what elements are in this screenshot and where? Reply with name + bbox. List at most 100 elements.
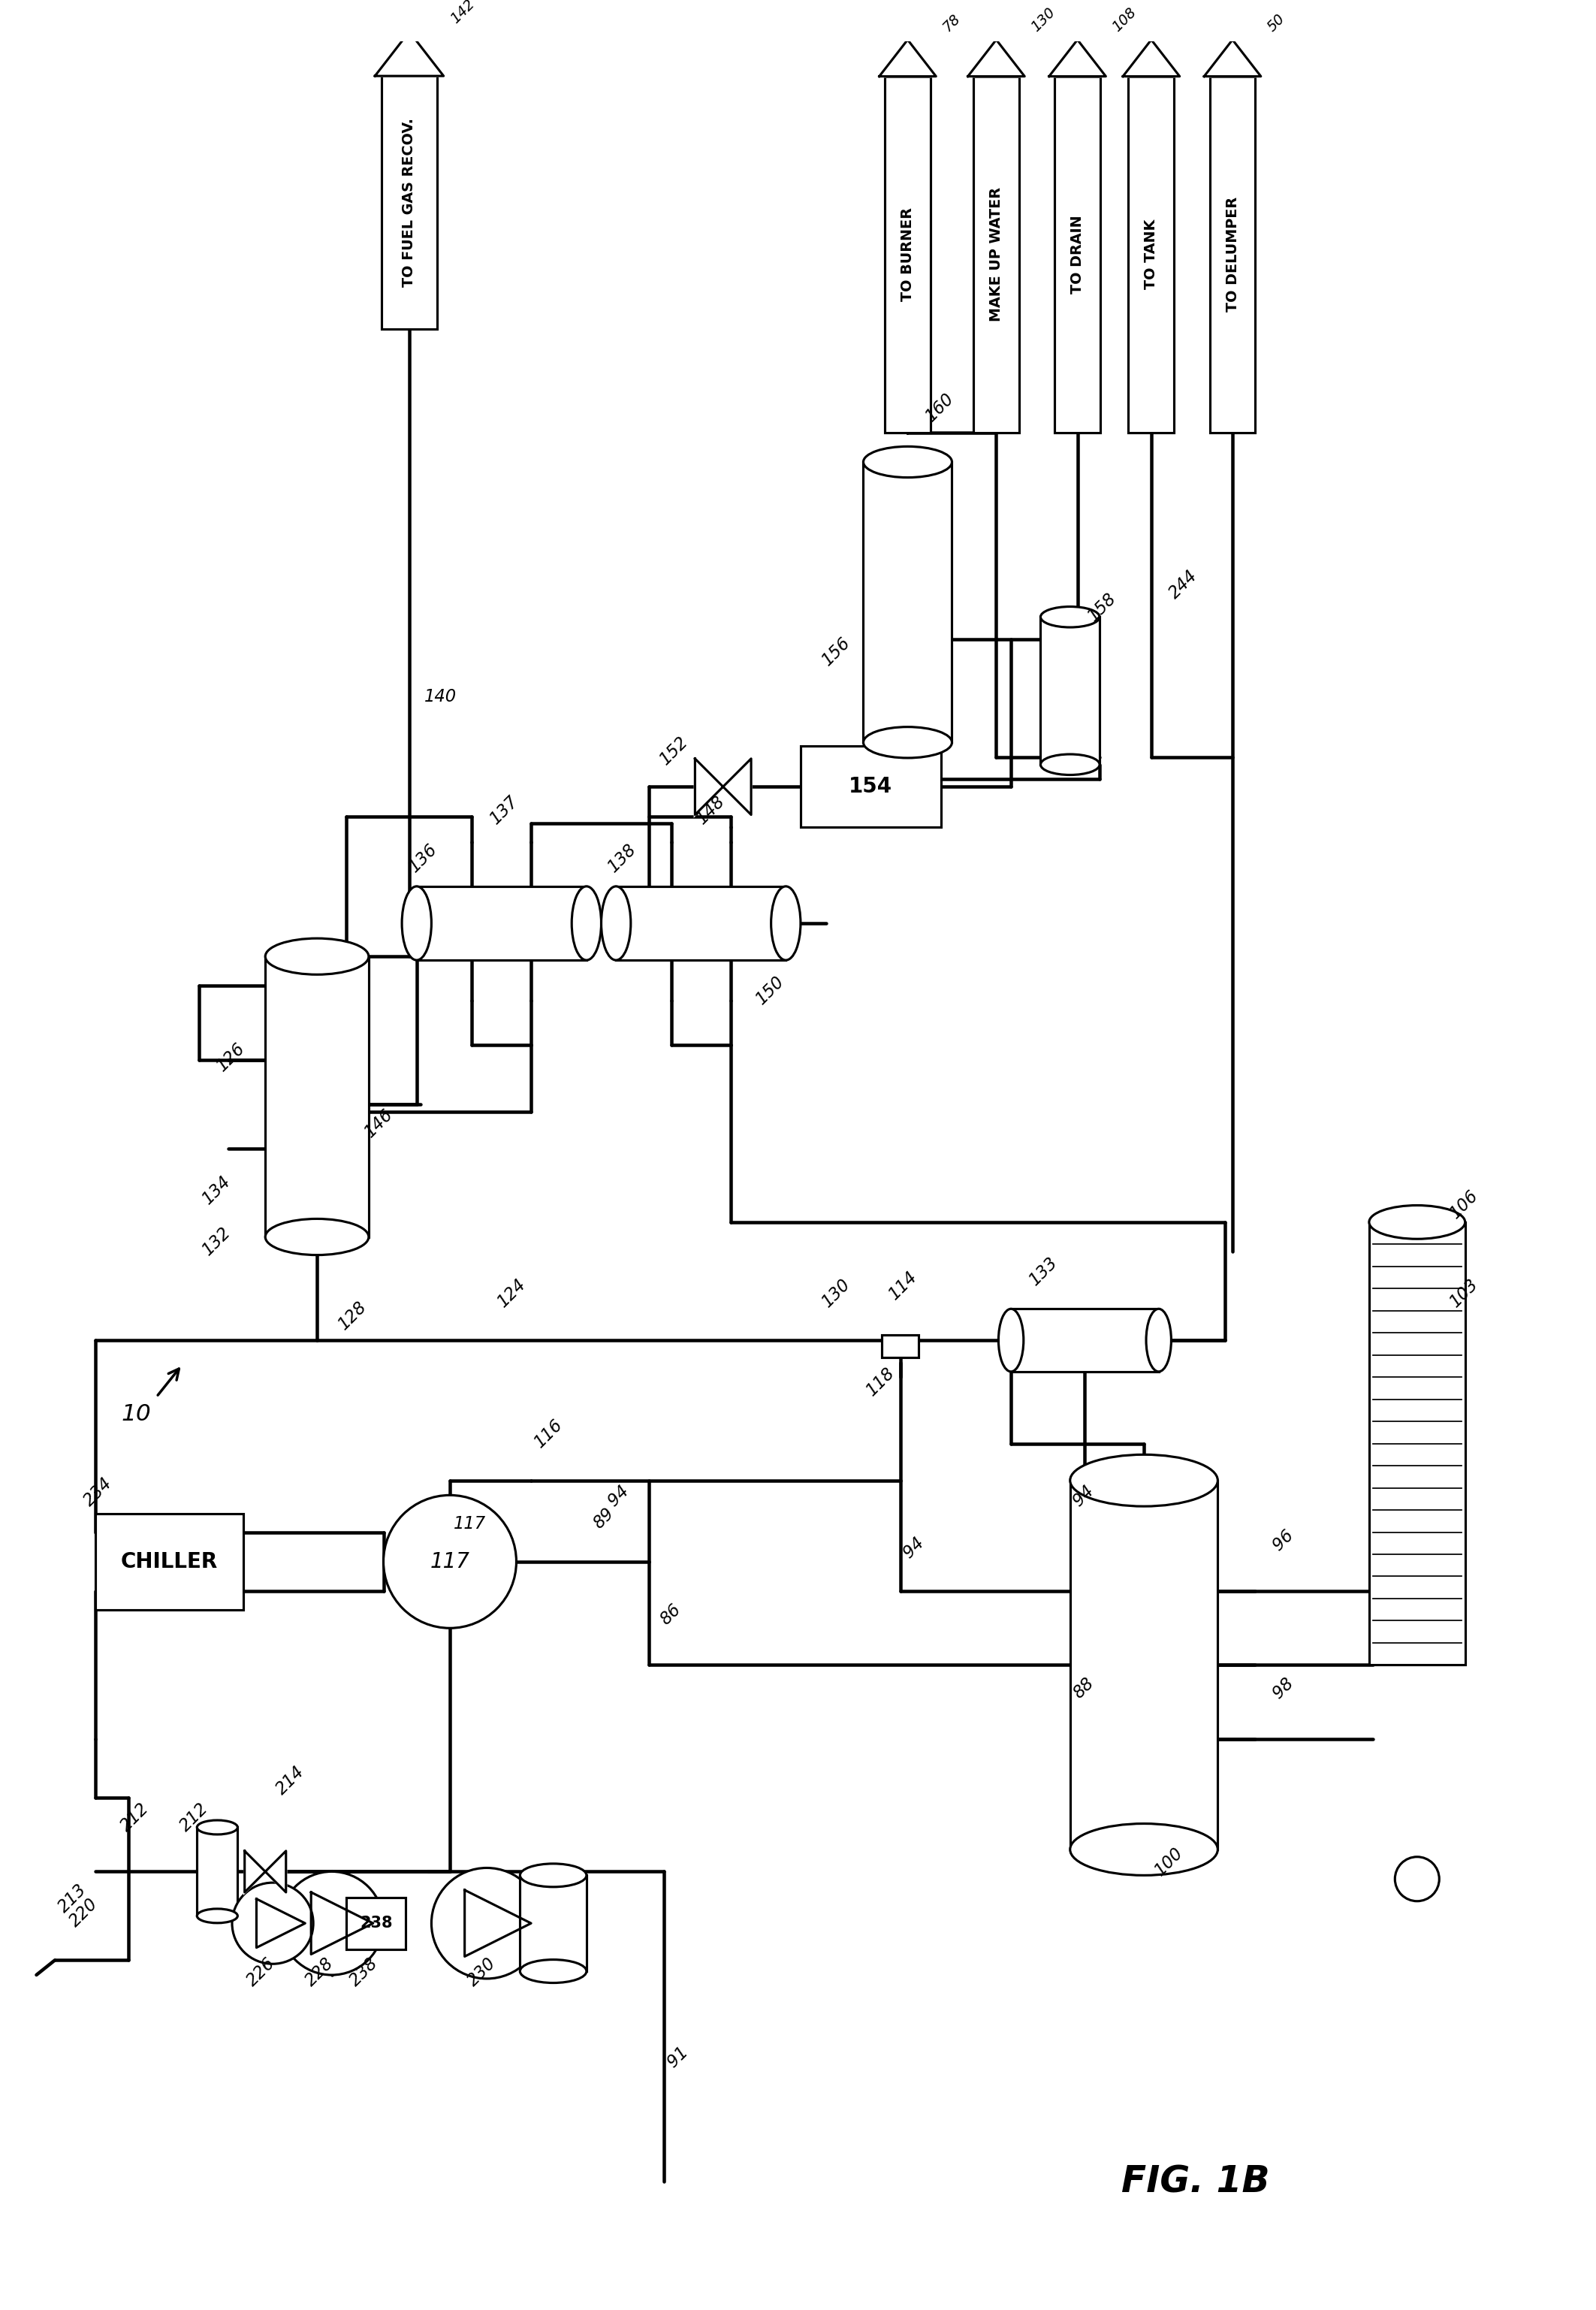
Bar	[1055, 76, 1100, 432]
Ellipse shape	[1069, 1455, 1218, 1506]
Text: 230: 230	[464, 1954, 500, 1989]
Bar	[1010, 1310, 1159, 1372]
Bar	[1041, 617, 1100, 765]
Ellipse shape	[520, 1864, 586, 1887]
Ellipse shape	[863, 728, 951, 758]
Text: 133: 133	[1026, 1254, 1061, 1289]
Bar	[520, 1876, 586, 1970]
Polygon shape	[694, 758, 752, 815]
Text: 130: 130	[819, 1275, 854, 1310]
Text: 238: 238	[359, 1915, 393, 1931]
Ellipse shape	[602, 887, 630, 961]
Text: 88: 88	[1069, 1675, 1098, 1702]
Text: 116: 116	[531, 1416, 567, 1451]
Text: 158: 158	[1085, 589, 1120, 624]
Bar	[196, 1827, 238, 1915]
Text: FIG. 1B: FIG. 1B	[1122, 2164, 1270, 2199]
Bar	[1369, 1222, 1465, 1666]
Text: 226: 226	[243, 1954, 278, 1989]
Text: 137: 137	[487, 792, 522, 827]
Text: TO BURNER: TO BURNER	[900, 208, 915, 300]
Text: TO DELUMPER: TO DELUMPER	[1226, 196, 1240, 312]
Text: CHILLER: CHILLER	[121, 1550, 217, 1573]
Polygon shape	[375, 32, 444, 76]
Text: 89: 89	[591, 1504, 618, 1532]
Ellipse shape	[1041, 755, 1100, 774]
Ellipse shape	[1041, 608, 1100, 628]
Ellipse shape	[520, 1959, 586, 1982]
Text: 108: 108	[1109, 5, 1140, 35]
Polygon shape	[967, 39, 1025, 76]
Text: 148: 148	[694, 792, 729, 827]
Text: 136: 136	[405, 841, 440, 875]
Ellipse shape	[196, 1820, 238, 1834]
Circle shape	[431, 1869, 543, 1980]
Bar	[974, 76, 1020, 432]
Polygon shape	[244, 1850, 286, 1892]
Text: 213: 213	[54, 1880, 89, 1915]
Bar	[1210, 76, 1256, 432]
Text: 124: 124	[495, 1275, 530, 1310]
Text: 126: 126	[214, 1040, 249, 1074]
Text: 234: 234	[81, 1474, 117, 1511]
Text: MAKE UP WATER: MAKE UP WATER	[990, 187, 1004, 321]
Ellipse shape	[196, 1908, 238, 1922]
Ellipse shape	[265, 938, 369, 975]
Text: 134: 134	[200, 1171, 235, 1208]
Text: 100: 100	[1151, 1843, 1186, 1878]
Polygon shape	[1203, 39, 1261, 76]
Text: 118: 118	[863, 1365, 899, 1400]
Bar	[417, 887, 586, 961]
Text: TO FUEL GAS RECOV.: TO FUEL GAS RECOV.	[402, 118, 417, 286]
Bar	[346, 1897, 405, 1950]
Text: 156: 156	[819, 633, 854, 668]
Text: 212: 212	[118, 1799, 153, 1834]
Circle shape	[279, 1871, 383, 1975]
Bar	[265, 956, 369, 1236]
Bar	[884, 76, 930, 432]
Ellipse shape	[1146, 1310, 1171, 1372]
Text: TO TANK: TO TANK	[1144, 219, 1159, 289]
Bar	[883, 1335, 919, 1358]
Text: 146: 146	[361, 1106, 396, 1141]
Text: 98: 98	[1269, 1675, 1298, 1702]
Text: 238: 238	[346, 1954, 381, 1989]
Text: 94: 94	[900, 1534, 927, 1562]
Circle shape	[231, 1883, 313, 1964]
Text: 78: 78	[940, 12, 962, 35]
Text: 138: 138	[605, 841, 640, 875]
Ellipse shape	[1369, 1206, 1465, 1238]
Ellipse shape	[402, 887, 431, 961]
Text: 132: 132	[200, 1224, 235, 1259]
Text: 152: 152	[656, 732, 691, 769]
Polygon shape	[879, 39, 935, 76]
Text: 130: 130	[1028, 5, 1058, 35]
Text: 140: 140	[425, 688, 456, 705]
Text: 94: 94	[1069, 1483, 1098, 1511]
Ellipse shape	[265, 1220, 369, 1254]
Text: 117: 117	[429, 1550, 469, 1573]
Text: 214: 214	[273, 1763, 308, 1797]
Bar	[96, 1513, 243, 1610]
Circle shape	[383, 1495, 517, 1629]
Polygon shape	[1049, 39, 1106, 76]
Text: 103: 103	[1446, 1275, 1481, 1310]
Text: 94: 94	[605, 1483, 632, 1511]
Text: 86: 86	[656, 1601, 685, 1629]
Text: 160: 160	[922, 390, 958, 425]
Text: 228: 228	[302, 1954, 337, 1989]
Bar	[863, 462, 951, 742]
Circle shape	[1395, 1857, 1440, 1901]
Text: 128: 128	[335, 1298, 370, 1333]
Text: 114: 114	[886, 1268, 921, 1303]
Bar	[1069, 1481, 1218, 1850]
Bar	[1128, 76, 1175, 432]
Text: 150: 150	[753, 973, 788, 1007]
Text: 50: 50	[1264, 12, 1288, 35]
Bar	[801, 746, 942, 827]
Text: 117: 117	[453, 1515, 485, 1532]
Ellipse shape	[571, 887, 602, 961]
Polygon shape	[1124, 39, 1179, 76]
Ellipse shape	[863, 446, 951, 478]
Bar	[616, 887, 785, 961]
